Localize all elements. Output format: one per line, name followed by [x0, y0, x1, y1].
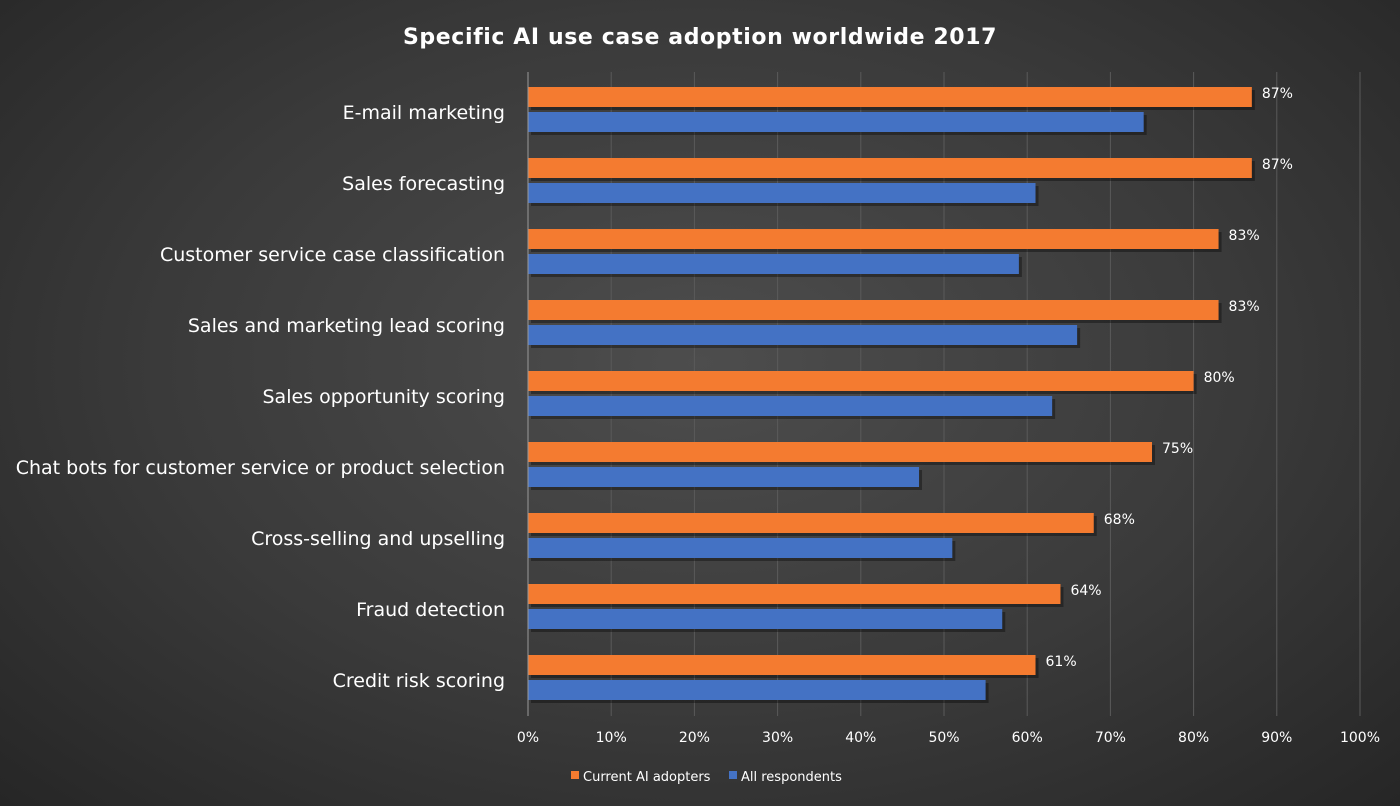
- bar-all-respondents: [528, 467, 920, 487]
- bar-all-respondents: [528, 254, 1019, 274]
- bar-current-ai-adopters: [528, 442, 1152, 462]
- category-label: Chat bots for customer service or produc…: [16, 457, 505, 479]
- x-tick-label: 80%: [1178, 730, 1209, 746]
- bar-all-respondents: [528, 325, 1078, 345]
- gridlines: [610, 72, 1361, 716]
- bar-current-ai-adopters: [528, 513, 1094, 533]
- category-label: Customer service case classification: [160, 244, 505, 266]
- data-label: 68%: [1104, 512, 1135, 528]
- data-label: 64%: [1070, 583, 1101, 599]
- bar-all-respondents: [528, 680, 986, 700]
- bar-current-ai-adopters: [528, 87, 1252, 107]
- data-label: 87%: [1262, 86, 1293, 102]
- legend-swatch: [571, 771, 579, 779]
- data-label: 61%: [1046, 654, 1077, 670]
- labels: 0% 10% 20% 30% 40% 50% 60% 70% 80% 90% 100% E-mail …: [16, 86, 1380, 746]
- data-label: 75%: [1162, 441, 1193, 457]
- x-tick-label: 70%: [1095, 730, 1126, 746]
- data-label: 83%: [1229, 228, 1260, 244]
- bars: [528, 87, 1255, 703]
- x-tick-label: 50%: [928, 730, 959, 746]
- legend-swatch: [729, 771, 737, 779]
- x-tick-label: 10%: [596, 730, 627, 746]
- category-label: Cross-selling and upselling: [251, 528, 505, 550]
- bar-all-respondents: [528, 538, 953, 558]
- category-label: Credit risk scoring: [333, 670, 505, 692]
- bar-current-ai-adopters: [528, 229, 1219, 249]
- x-tick-label: 60%: [1012, 730, 1043, 746]
- category-label: Fraud detection: [356, 599, 505, 621]
- legend-item-current-ai-adopters: Current AI adopters: [583, 770, 711, 785]
- bar-all-respondents: [528, 183, 1036, 203]
- x-tick-label: 90%: [1261, 730, 1292, 746]
- x-tick-label: 100%: [1340, 730, 1380, 746]
- data-label: 83%: [1229, 299, 1260, 315]
- bar-current-ai-adopters: [528, 655, 1036, 675]
- category-label: Sales opportunity scoring: [262, 386, 505, 408]
- bar-current-ai-adopters: [528, 371, 1194, 391]
- category-label: Sales forecasting: [342, 173, 505, 195]
- x-tick-label: 30%: [762, 730, 793, 746]
- bar-current-ai-adopters: [528, 584, 1061, 604]
- data-label: 87%: [1262, 157, 1293, 173]
- x-tick-label: 40%: [845, 730, 876, 746]
- bar-all-respondents: [528, 112, 1144, 132]
- data-label: 80%: [1204, 370, 1235, 386]
- legend-item-all-respondents: All respondents: [741, 770, 842, 785]
- category-label: Sales and marketing lead scoring: [188, 315, 505, 337]
- bar-current-ai-adopters: [528, 300, 1219, 320]
- x-tick-label: 0%: [517, 730, 539, 746]
- chart-title: Specific AI use case adoption worldwide …: [403, 25, 997, 50]
- category-label: E-mail marketing: [343, 102, 505, 124]
- bar-all-respondents: [528, 609, 1003, 629]
- bar-current-ai-adopters: [528, 158, 1252, 178]
- bar-all-respondents: [528, 396, 1053, 416]
- x-tick-label: 20%: [679, 730, 710, 746]
- legend: Current AI adopters All respondents: [571, 770, 842, 785]
